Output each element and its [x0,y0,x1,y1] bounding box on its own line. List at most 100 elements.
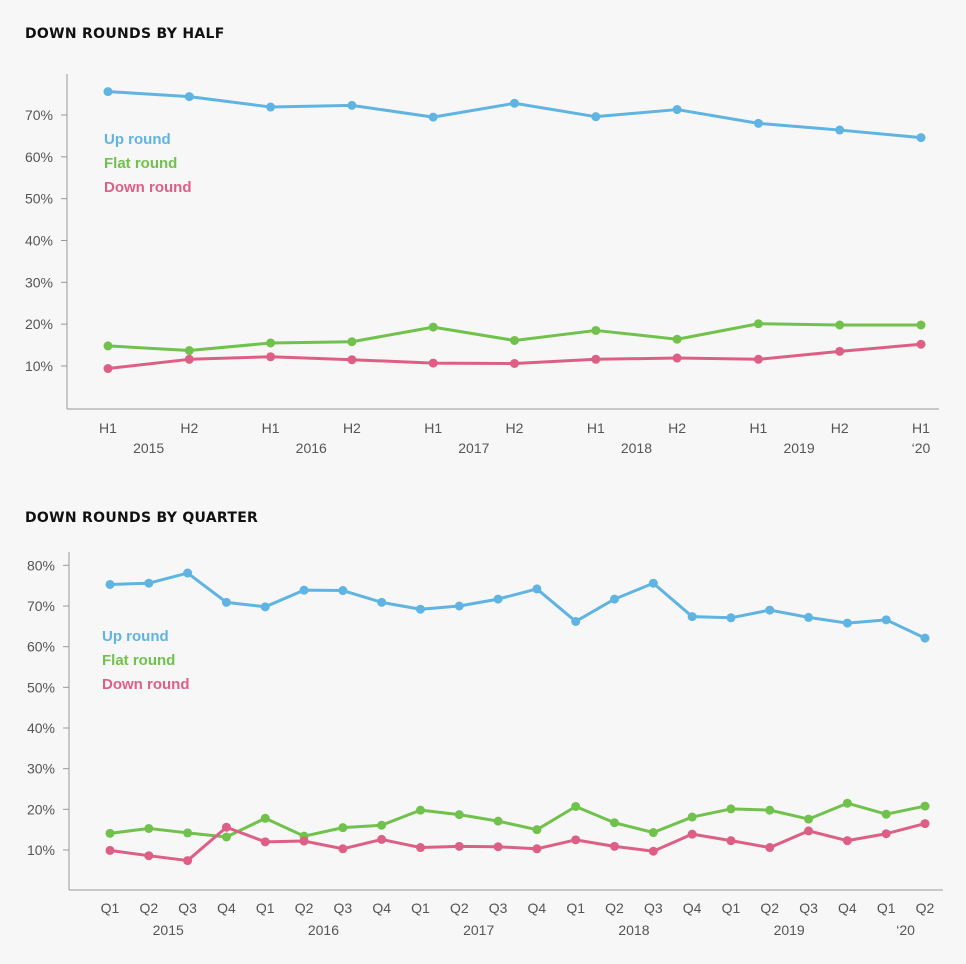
down-round-data-point [765,843,775,853]
y-tick-label: 40% [27,720,55,736]
up-round-data-point [260,602,270,612]
up-round-data-point [591,112,601,122]
down-round-data-point [183,856,193,866]
up-round-data-point [347,100,357,110]
flat-round-data-point [532,825,542,835]
x-tick-label: H1 [749,420,767,436]
y-tick-label: 30% [27,761,55,777]
up-round-data-point [804,612,814,622]
up-round-data-point [415,604,425,614]
year-label: 2016 [308,922,339,938]
down-round-data-point [347,355,357,365]
up-round-data-point [428,112,438,122]
down-round-data-point [804,826,814,836]
down-round-data-point [672,353,682,363]
down-round-data-point [835,346,845,356]
flat-round-data-point [591,325,601,335]
x-tick-label: H1 [912,420,930,436]
flat-round-data-point [920,801,930,811]
up-round-data-point [510,98,519,108]
x-tick-label: Q4 [217,900,236,916]
flat-round-data-point [835,320,845,330]
y-tick-label: 40% [25,233,53,249]
chart-title: DOWN ROUNDS BY QUARTER [25,510,259,526]
down-round-data-point [916,339,926,349]
down-round-data-point [299,836,309,846]
down-round-data-point [103,364,113,374]
legend-flat-round: Flat round [102,652,175,669]
y-tick-label: 50% [27,679,55,695]
quarter-chart-svg: 10% 20% 30% 40% 50% 60% 70% 80% Q1 Q2 Q3 Q4 Q1 Q2 Q3 Q4… [27,552,943,938]
up-round-data-point [454,601,464,611]
x-tick-label: Q4 [838,900,857,916]
up-round-data-point [532,584,542,594]
up-round-data-point [221,597,231,607]
chart-title: DOWN ROUNDS BY HALF [25,26,225,42]
up-round-data-point [916,133,926,143]
y-tick-label: 60% [27,639,55,655]
up-round-data-point [842,618,852,628]
up-round-data-point [672,105,682,115]
x-tick-label: Q2 [605,900,624,916]
up-round-data-point [338,586,348,596]
down-round-series-line [109,822,926,863]
up-round-series-line [107,90,922,140]
flat-round-data-point [881,809,891,819]
down-round-data-point [842,836,852,846]
flat-round-data-point [687,812,697,822]
y-tick-label: 10% [25,358,53,374]
half-chart-svg: 10% 20% 30% 40% 50% 60% 70% H1 H2 H1 H2 H1 H2 H1 H2 H1 H… [25,74,939,456]
x-tick-label: H2 [343,420,361,436]
down-round-data-point [105,845,115,855]
x-tick-label: Q1 [101,900,120,916]
up-round-data-point [753,118,763,128]
down-round-data-point [687,829,697,839]
x-tick-label: Q1 [877,900,896,916]
legend-down-round: Down round [102,676,189,693]
legend-up-round: Up round [104,131,171,148]
flat-round-data-point [510,335,519,345]
year-label: 2017 [463,922,494,938]
down-round-data-point [753,354,763,364]
x-tick-label: H2 [506,420,524,436]
legend-up-round: Up round [102,628,169,645]
x-tick-label: Q1 [411,900,430,916]
down-round-data-point [920,819,930,829]
up-round-data-point [183,568,193,578]
x-tick-label: Q2 [139,900,158,916]
down-round-data-point [610,841,620,851]
down-round-data-point [493,842,503,852]
x-tick-label: Q4 [528,900,547,916]
flat-round-data-point [753,319,763,329]
down-round-data-point [338,844,348,854]
up-round-data-point [105,579,115,589]
flat-round-data-point [184,346,194,356]
x-tick-label: H1 [424,420,442,436]
flat-round-data-point [105,828,115,838]
flat-round-data-point [804,814,814,824]
chart-by-quarter: DOWN ROUNDS BY QUARTER 10% 20% 30% 40% 50% 60… [0,470,966,964]
year-label: 2019 [783,440,814,456]
x-tick-label: Q3 [489,900,508,916]
flat-round-data-point [415,805,425,815]
down-round-data-point [144,851,154,861]
down-round-data-point [510,358,519,368]
down-round-data-point [648,846,658,856]
x-tick-label: Q3 [334,900,353,916]
flat-round-data-point [648,828,658,838]
up-round-series-line [109,571,926,640]
x-tick-label: Q1 [722,900,741,916]
x-tick-label: H2 [180,420,198,436]
down-round-data-point [260,837,270,847]
down-round-data-point [221,822,231,832]
x-tick-label: Q2 [760,900,779,916]
up-round-data-point [648,578,658,588]
up-round-data-point [726,613,736,623]
flat-round-data-point [765,805,775,815]
flat-round-data-point [266,338,276,348]
y-tick-label: 50% [25,191,53,207]
down-round-data-point [266,352,276,362]
down-round-data-point [591,354,601,364]
y-tick-label: 70% [27,598,55,614]
up-round-data-point [881,615,891,625]
